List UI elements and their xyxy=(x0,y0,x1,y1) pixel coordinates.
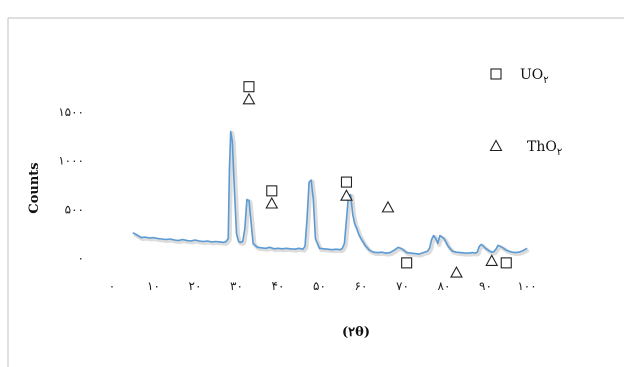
x-tick-label: ۱۰ xyxy=(147,279,160,293)
tho2-peak-marker xyxy=(265,196,279,209)
series-layer xyxy=(132,130,530,258)
y-tick-label: ۵۰۰ xyxy=(65,202,84,216)
uo2-peak-marker xyxy=(340,176,353,188)
x-tick-label: ۹۰ xyxy=(479,279,492,293)
legend-label-main: ThO xyxy=(527,139,557,155)
y-axis-title: Counts xyxy=(27,162,42,213)
y-tick-label: ۱۵۰۰ xyxy=(58,105,84,119)
x-tick-label: ۲۰ xyxy=(189,279,202,293)
x-tick-labels: ۰ ۱۰ ۲۰ ۳۰ ۴۰ ۵۰ ۶۰ ۷۰ ۸۰ ۹۰ ۱۰۰ xyxy=(109,279,537,293)
x-tick-label: ۵۰ xyxy=(313,279,326,293)
annotation-markers xyxy=(242,81,512,278)
legend-label: UO۲ xyxy=(520,67,549,86)
uo2-peak-marker xyxy=(266,185,278,197)
y-tick-label: ۰ xyxy=(78,251,84,265)
y-tick-label: ۱۰۰۰ xyxy=(58,154,84,168)
uo2-peak-marker xyxy=(243,81,255,93)
legend-label-subscript: ۲ xyxy=(557,147,562,158)
legend-square-icon xyxy=(490,68,502,80)
series-shadow xyxy=(133,131,530,258)
tho2-peak-marker xyxy=(340,189,353,201)
uo2-peak-marker xyxy=(401,257,413,269)
legend-label: ThO۲ xyxy=(527,139,562,158)
x-tick-label: ۶۰ xyxy=(355,279,368,293)
legend-label-main: UO xyxy=(520,67,543,83)
x-axis-title: (۲θ) xyxy=(342,325,370,340)
tho2-peak-marker xyxy=(242,92,256,105)
tho2-peak-marker xyxy=(381,200,395,213)
x-tick-label: ۳۰ xyxy=(230,279,243,293)
tho2-peak-marker xyxy=(450,265,463,278)
legend-triangle-icon xyxy=(489,139,503,152)
x-tick-label: ۸۰ xyxy=(438,279,451,293)
x-tick-label: ۰ xyxy=(109,279,115,293)
x-tick-label: ۱۰۰ xyxy=(517,279,536,293)
tho2-peak-marker xyxy=(485,254,499,266)
x-tick-label: ۷۰ xyxy=(396,279,409,293)
x-tick-label: ۴۰ xyxy=(272,279,285,293)
series-line xyxy=(132,130,528,255)
uo2-peak-marker xyxy=(500,257,512,269)
y-tick-labels: ۰ ۵۰۰ ۱۰۰۰ ۱۵۰۰ xyxy=(58,105,84,265)
legend-label-subscript: ۲ xyxy=(543,75,548,86)
